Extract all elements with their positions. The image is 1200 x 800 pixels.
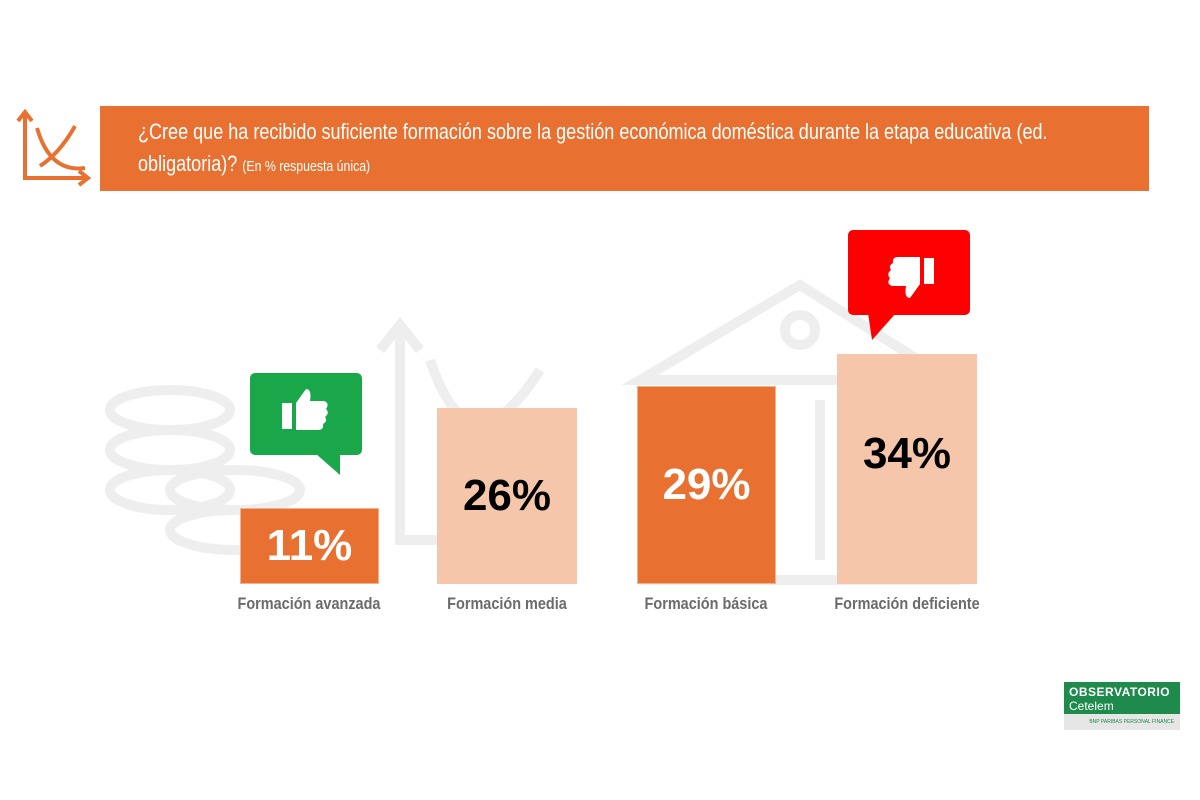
data-label: 11% — [266, 520, 353, 570]
thumbs-down-bubble — [848, 230, 970, 340]
thumbs-down-icon — [888, 257, 934, 298]
question-subtitle: (En % respuesta única) — [242, 158, 371, 175]
observatorio-cetelem-logo: OBSERVATORIO Cetelem BNP PARIBAS PERSONA… — [1064, 682, 1180, 734]
question-header: ¿Cree que ha recibido suficiente formaci… — [100, 106, 1149, 191]
thumbs-up-bubble — [250, 373, 362, 475]
category-label: Formación avanzada — [237, 594, 380, 613]
category-label: Formación deficiente — [834, 594, 980, 613]
thumbs-up-icon — [282, 389, 328, 430]
bar-2: 26% — [437, 408, 577, 584]
chart-icon — [16, 108, 92, 187]
category-label: Formación básica — [644, 594, 767, 613]
question-text: ¿Cree que ha recibido suficiente formaci… — [138, 119, 1048, 176]
bar-3: 29% — [637, 385, 776, 584]
category-label: Formación media — [447, 594, 567, 613]
data-label: 29% — [662, 459, 751, 509]
bar-4: 34% — [837, 354, 977, 584]
data-label: 34% — [862, 429, 952, 478]
data-label: 26% — [462, 471, 552, 521]
bar-1: 11% — [240, 507, 379, 584]
